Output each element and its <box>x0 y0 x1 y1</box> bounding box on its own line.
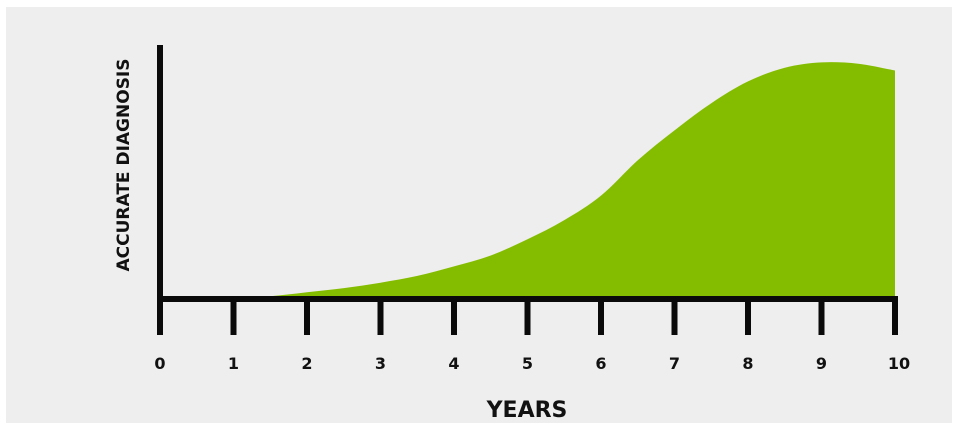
x-tick-label-3: 3 <box>375 354 386 373</box>
x-tick-label-6: 6 <box>595 354 606 373</box>
x-tick-label-4: 4 <box>448 354 459 373</box>
x-tick-label-9: 9 <box>816 354 827 373</box>
x-tick-label-5: 5 <box>522 354 533 373</box>
area-chart: 0 1 2 3 4 5 6 7 8 9 10 ACCURATE DIAGNOSIS YEARS <box>114 45 910 423</box>
area-series <box>233 62 895 300</box>
x-tick-label-8: 8 <box>742 354 753 373</box>
x-axis-label: YEARS <box>486 398 568 423</box>
x-tick-label-1: 1 <box>228 354 239 373</box>
x-tick-label-7: 7 <box>669 354 680 373</box>
y-axis-label: ACCURATE DIAGNOSIS <box>114 58 134 271</box>
x-tick-label-10: 10 <box>888 354 910 373</box>
x-tick-label-2: 2 <box>301 354 312 373</box>
chart-panel: 0 1 2 3 4 5 6 7 8 9 10 ACCURATE DIAGNOSIS YEARS <box>6 7 952 423</box>
x-tick-label-0: 0 <box>154 354 165 373</box>
